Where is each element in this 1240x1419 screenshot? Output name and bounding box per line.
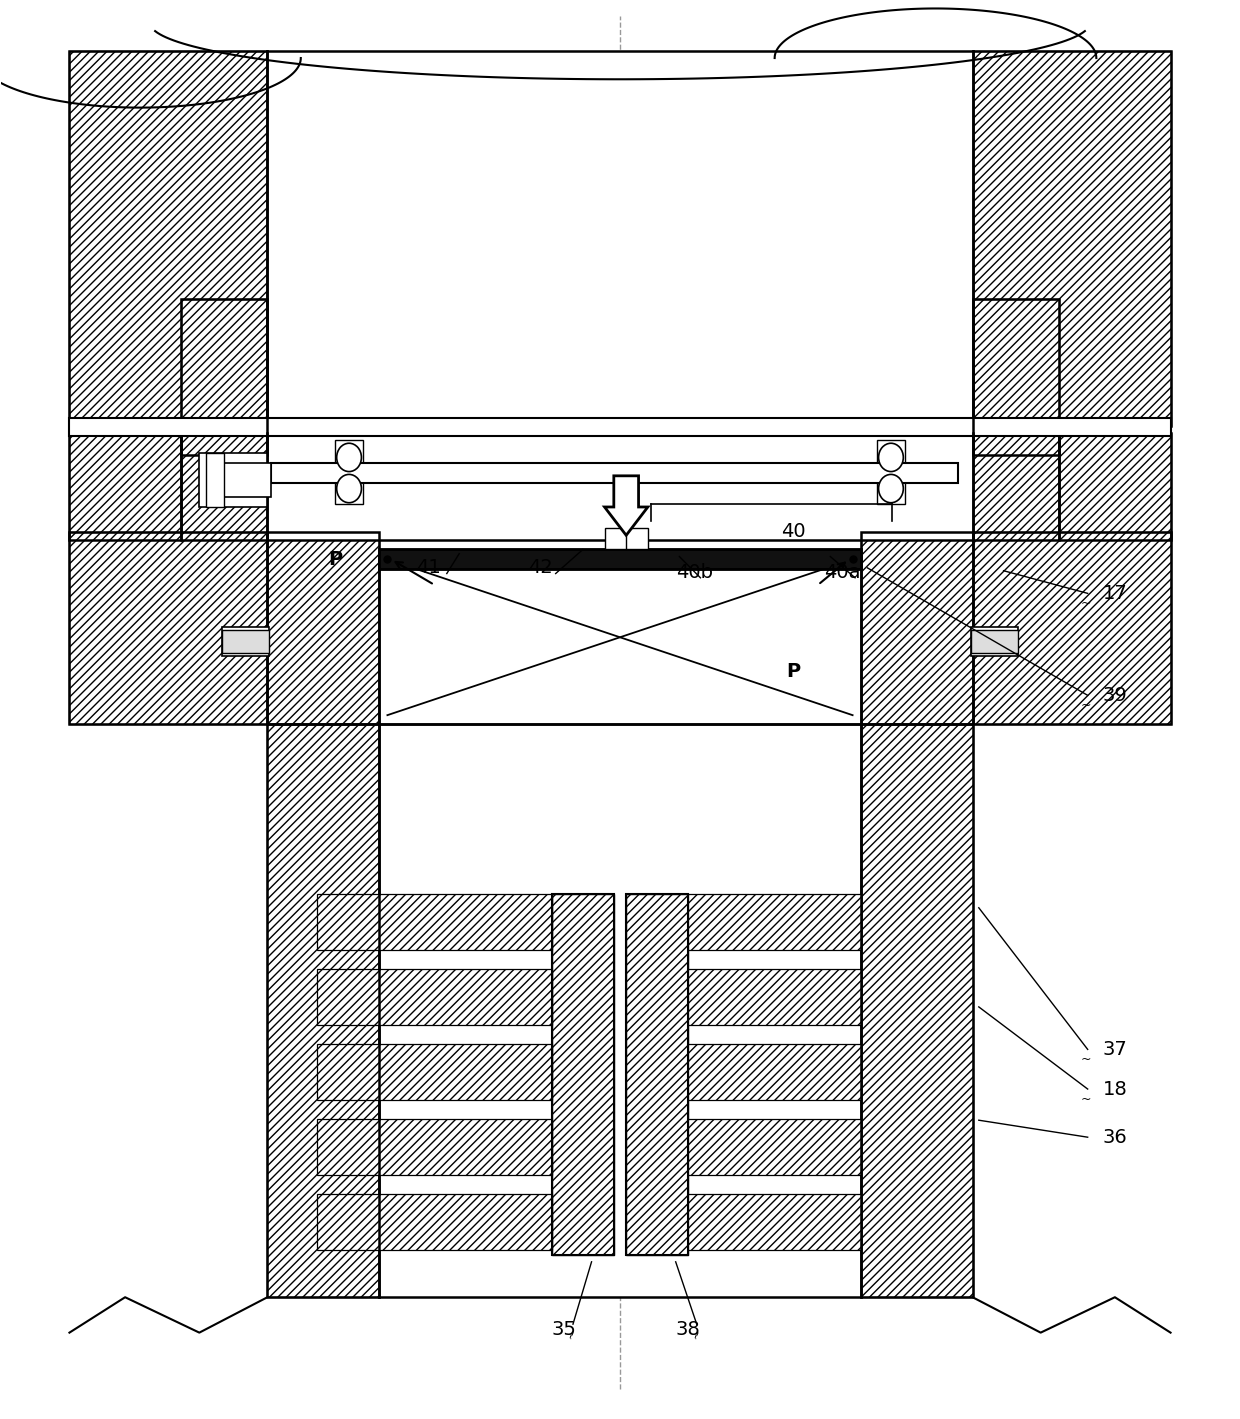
Text: ~: ~ xyxy=(689,1327,706,1341)
Text: 40a: 40a xyxy=(825,562,861,582)
Bar xyxy=(317,1044,552,1100)
Bar xyxy=(268,724,378,1297)
Text: 37: 37 xyxy=(1102,1040,1127,1059)
Text: 36: 36 xyxy=(1102,1128,1127,1147)
Bar xyxy=(336,440,362,504)
Bar xyxy=(688,1044,862,1100)
Bar xyxy=(69,51,268,426)
Bar xyxy=(272,463,957,482)
Bar xyxy=(268,433,972,539)
Circle shape xyxy=(337,443,361,471)
Bar xyxy=(688,894,862,951)
Text: P: P xyxy=(329,551,342,569)
Bar xyxy=(1059,433,1171,539)
Bar xyxy=(181,433,268,539)
Bar xyxy=(688,969,862,1026)
Bar xyxy=(69,532,268,724)
Text: 41: 41 xyxy=(415,559,440,578)
Bar xyxy=(69,433,181,539)
Bar xyxy=(222,627,269,656)
Text: 18: 18 xyxy=(1102,1080,1127,1098)
Text: 42: 42 xyxy=(528,559,553,578)
Bar xyxy=(972,299,1059,454)
Circle shape xyxy=(879,474,903,502)
Bar xyxy=(688,1193,862,1250)
Bar xyxy=(552,894,614,1254)
Bar xyxy=(605,528,649,549)
Bar xyxy=(181,433,268,539)
Circle shape xyxy=(337,474,361,502)
Text: 40b: 40b xyxy=(676,562,713,582)
Bar xyxy=(317,969,552,1026)
Text: ~: ~ xyxy=(1080,1053,1091,1066)
Bar xyxy=(206,453,224,507)
Bar xyxy=(268,724,378,1297)
Text: ~: ~ xyxy=(1080,1093,1091,1105)
Bar xyxy=(972,51,1171,426)
Text: ~: ~ xyxy=(564,1327,580,1341)
Text: P: P xyxy=(786,661,800,681)
Bar xyxy=(972,433,1059,539)
Bar xyxy=(878,440,904,504)
Bar xyxy=(862,532,972,724)
Bar xyxy=(972,532,1171,724)
Text: 35: 35 xyxy=(552,1320,577,1340)
Bar xyxy=(378,724,862,1297)
Text: 38: 38 xyxy=(676,1320,701,1340)
Bar xyxy=(626,894,688,1254)
Text: ~: ~ xyxy=(1080,597,1091,610)
Bar xyxy=(971,630,1018,653)
Bar xyxy=(378,549,862,569)
Text: 39: 39 xyxy=(1102,685,1127,705)
Bar xyxy=(317,1118,552,1175)
Bar xyxy=(222,463,272,497)
Bar xyxy=(268,532,378,724)
Text: 40: 40 xyxy=(781,522,806,541)
Bar xyxy=(1059,433,1171,539)
Bar xyxy=(972,299,1059,454)
Bar xyxy=(972,51,1171,426)
Bar xyxy=(69,51,268,426)
Bar xyxy=(862,724,972,1297)
Bar xyxy=(378,553,862,724)
Bar xyxy=(222,630,269,653)
FancyArrow shape xyxy=(605,475,647,535)
Bar xyxy=(69,532,268,724)
Bar xyxy=(181,299,268,454)
Bar xyxy=(181,299,268,454)
Circle shape xyxy=(879,443,903,471)
Bar xyxy=(971,627,1018,656)
Bar xyxy=(317,894,552,951)
Bar xyxy=(972,532,1171,724)
Bar xyxy=(688,1118,862,1175)
Bar xyxy=(626,894,688,1254)
Bar xyxy=(972,433,1059,539)
Bar xyxy=(200,453,268,507)
Bar xyxy=(69,417,1171,436)
Bar xyxy=(268,532,378,724)
Bar xyxy=(317,1193,552,1250)
Text: 17: 17 xyxy=(1102,583,1127,603)
Bar xyxy=(552,894,614,1254)
Text: ~: ~ xyxy=(1080,698,1091,712)
Bar xyxy=(69,433,181,539)
Bar xyxy=(268,51,972,436)
Bar xyxy=(862,724,972,1297)
Bar xyxy=(862,532,972,724)
